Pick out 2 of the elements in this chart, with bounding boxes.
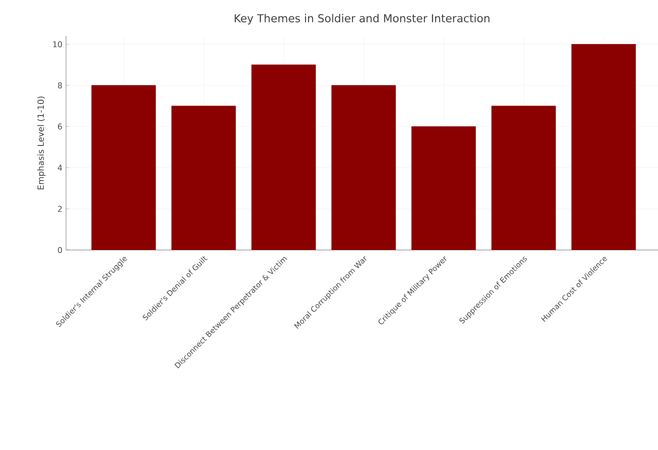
y-axis-title: Emphasis Level (1-10) — [37, 96, 46, 190]
chart-title: Key Themes in Soldier and Monster Interaction — [234, 14, 490, 24]
